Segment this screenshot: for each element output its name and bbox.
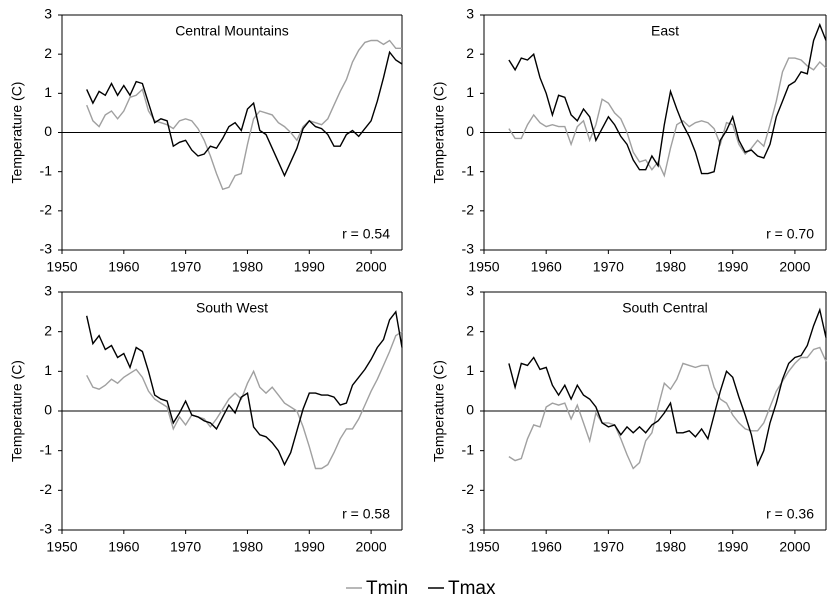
x-tick-label: 2000	[779, 539, 810, 555]
y-axis-label: Temperature (C)	[9, 82, 25, 184]
y-tick-label: 2	[44, 322, 52, 338]
y-tick-label: 1	[44, 362, 52, 378]
y-tick-label: 1	[466, 84, 474, 100]
x-tick-label: 1990	[717, 259, 748, 275]
x-tick-label: 1970	[170, 539, 201, 555]
y-tick-label: -2	[462, 481, 475, 497]
y-tick-label: -1	[462, 162, 475, 178]
x-tick-label: 2000	[356, 259, 387, 275]
y-tick-label: 0	[466, 123, 474, 139]
y-tick-label: 3	[44, 6, 52, 22]
y-tick-label: 3	[466, 283, 474, 299]
y-tick-label: -1	[40, 162, 53, 178]
y-tick-label: -1	[462, 441, 475, 457]
x-tick-label: 1950	[468, 259, 499, 275]
x-tick-label: 1960	[108, 539, 139, 555]
y-tick-label: 2	[466, 322, 474, 338]
y-tick-label: -3	[462, 241, 475, 257]
y-tick-label: -3	[462, 521, 475, 537]
y-tick-label: 0	[466, 402, 474, 418]
y-tick-label: -2	[40, 481, 53, 497]
legend: Tmin Tmax	[346, 578, 496, 599]
x-tick-label: 1990	[717, 539, 748, 555]
panel-title: South West	[196, 300, 268, 316]
y-tick-label: 0	[44, 123, 52, 139]
legend-label: Tmax	[448, 578, 496, 599]
y-tick-label: -3	[40, 241, 53, 257]
x-tick-label: 1950	[468, 539, 499, 555]
series-line	[508, 22, 827, 175]
y-tick-label: 3	[466, 6, 474, 22]
x-tick-label: 1960	[531, 259, 562, 275]
y-tick-label: 2	[466, 45, 474, 61]
x-tick-label: 1960	[108, 259, 139, 275]
y-tick-label: -2	[40, 202, 53, 218]
legend-label: Tmin	[366, 578, 408, 599]
y-tick-label: -1	[40, 441, 53, 457]
x-tick-label: 2000	[779, 259, 810, 275]
y-tick-label: 1	[466, 362, 474, 378]
series-line	[86, 310, 403, 467]
y-axis-label: Temperature (C)	[431, 82, 447, 184]
x-tick-label: 1970	[170, 259, 201, 275]
y-axis-label: Temperature (C)	[9, 360, 25, 462]
y-tick-label: -3	[40, 521, 53, 537]
x-tick-label: 1990	[294, 259, 325, 275]
x-tick-label: 1950	[46, 539, 77, 555]
panel-title: Central Mountains	[175, 23, 289, 39]
annotation: r = 0.70	[766, 226, 814, 242]
y-tick-label: 3	[44, 283, 52, 299]
x-tick-label: 1970	[593, 259, 624, 275]
annotation: r = 0.36	[766, 506, 814, 522]
series-line	[86, 331, 403, 470]
annotation: r = 0.54	[342, 226, 390, 242]
x-tick-label: 1950	[46, 259, 77, 275]
x-tick-label: 1960	[531, 539, 562, 555]
annotation: r = 0.58	[342, 506, 390, 522]
y-tick-label: 1	[44, 84, 52, 100]
y-tick-label: -2	[462, 202, 475, 218]
series-line	[86, 50, 403, 178]
x-tick-label: 1980	[655, 259, 686, 275]
y-axis-label: Temperature (C)	[431, 360, 447, 462]
series-line	[86, 39, 402, 191]
x-tick-label: 1970	[593, 539, 624, 555]
x-tick-label: 1980	[655, 539, 686, 555]
y-tick-label: 2	[44, 45, 52, 61]
panel-title: South Central	[622, 300, 708, 316]
series-line	[508, 57, 827, 178]
y-tick-label: 0	[44, 402, 52, 418]
series-line	[508, 307, 827, 467]
panel-title: East	[651, 23, 679, 39]
x-tick-label: 1990	[294, 539, 325, 555]
x-tick-label: 1980	[232, 259, 263, 275]
series-line	[508, 346, 827, 470]
x-tick-label: 2000	[356, 539, 387, 555]
x-tick-label: 1980	[232, 539, 263, 555]
